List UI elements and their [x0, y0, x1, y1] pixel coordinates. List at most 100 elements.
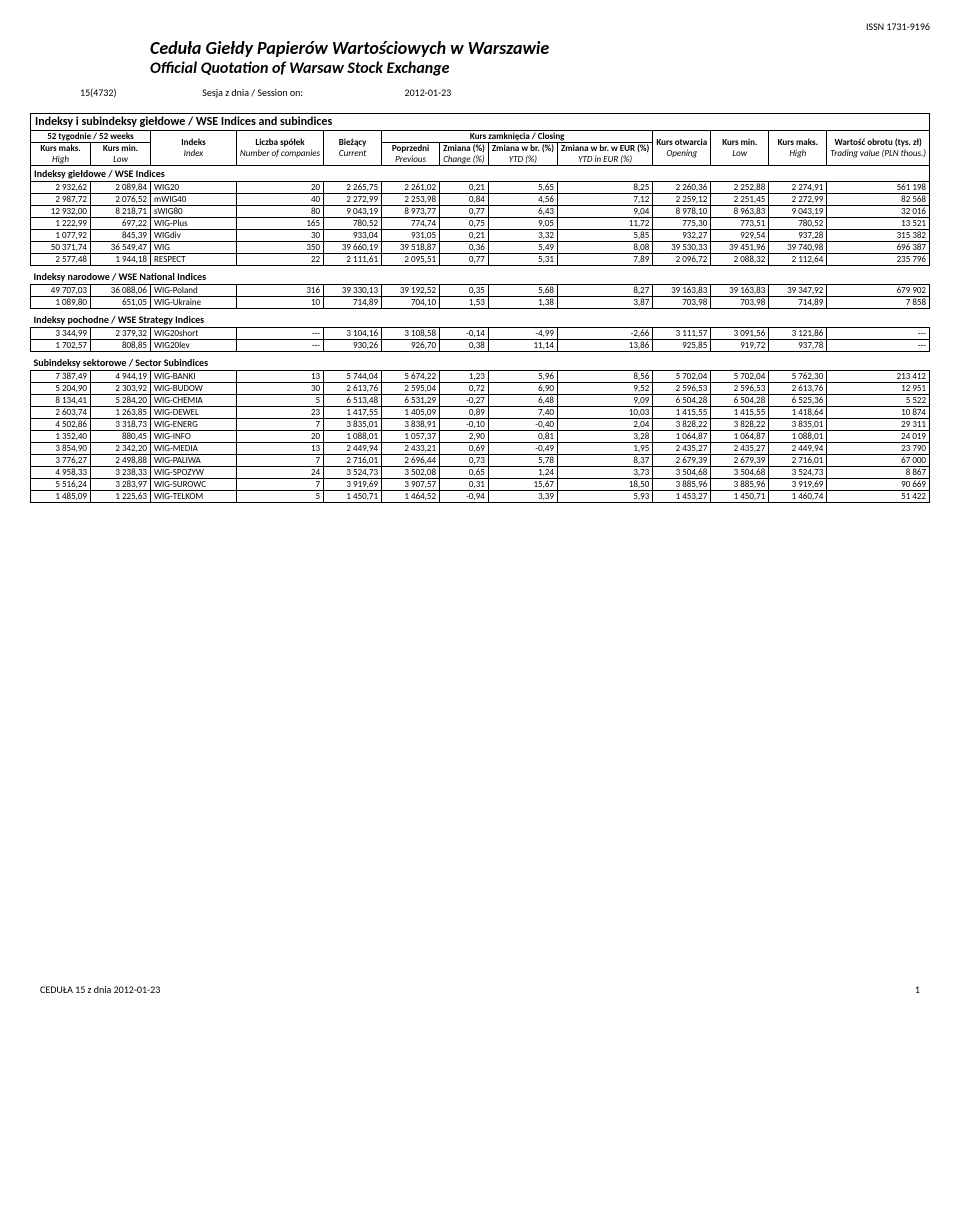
cell: 4,56	[488, 194, 557, 206]
session-number: 15(4732)	[80, 86, 200, 99]
cell: 2 577,48	[31, 254, 91, 266]
cell: 8 973,77	[382, 206, 440, 218]
table-row: 5 204,902 303,92WIG-BUDOW302 613,762 595…	[31, 383, 930, 395]
cell: 5 674,22	[382, 371, 440, 383]
cell: WIG-Plus	[151, 218, 237, 230]
cell: 3 919,69	[324, 479, 382, 491]
cell: 2 265,75	[324, 182, 382, 194]
cell: 6 525,36	[769, 395, 827, 407]
cell: WIG	[151, 242, 237, 254]
cell: -4,99	[488, 328, 557, 340]
cell: 773,51	[711, 218, 769, 230]
cell: 5 204,90	[31, 383, 91, 395]
cell: WIG-BANKI	[151, 371, 237, 383]
cell: 3 344,99	[31, 328, 91, 340]
table-row: 3 854,902 342,20WIG-MEDIA132 449,942 433…	[31, 443, 930, 455]
cell: 9,05	[488, 218, 557, 230]
hdr-ytde-en: YTD in EUR (%)	[561, 154, 649, 165]
cell: 2 613,76	[324, 383, 382, 395]
cell: 1 453,27	[653, 491, 711, 503]
cell: 39 163,83	[711, 285, 769, 297]
cell: 8 134,41	[31, 395, 91, 407]
cell: 9,52	[558, 383, 653, 395]
table-row: 4 958,333 238,33WIG-SPOZYW243 524,733 50…	[31, 467, 930, 479]
cell: 3 524,73	[324, 467, 382, 479]
cell: WIG-Poland	[151, 285, 237, 297]
cell: 29 311	[827, 419, 930, 431]
cell: 5,96	[488, 371, 557, 383]
cell: 315 382	[827, 230, 930, 242]
cell: -0,14	[440, 328, 489, 340]
cell: WIG-BUDOW	[151, 383, 237, 395]
subsection-title: Subindeksy sektorowe / Sector Subindices	[31, 352, 930, 371]
cell: WIG-MEDIA	[151, 443, 237, 455]
cell: 11,72	[558, 218, 653, 230]
cell: 5 762,30	[769, 371, 827, 383]
main-section-title: Indeksy i subindeksy giełdowe / WSE Indi…	[30, 113, 930, 130]
cell: -0,49	[488, 443, 557, 455]
cell: 780,52	[769, 218, 827, 230]
table-row: 12 932,008 218,71sWIG80809 043,198 973,7…	[31, 206, 930, 218]
table-row: 1 485,091 225,63WIG-TELKOM51 450,711 464…	[31, 491, 930, 503]
cell: 8 963,83	[711, 206, 769, 218]
cell: 3 283,97	[91, 479, 151, 491]
hdr-low-pl: Kurs min.	[94, 143, 147, 154]
cell: 0,31	[440, 479, 489, 491]
cell: 697,22	[91, 218, 151, 230]
cell: 1 352,40	[31, 431, 91, 443]
cell: 39 530,33	[653, 242, 711, 254]
cell: 2 435,27	[653, 443, 711, 455]
cell: 925,85	[653, 340, 711, 352]
cell: 0,35	[440, 285, 489, 297]
cell: 2,90	[440, 431, 489, 443]
cell: 2 679,39	[711, 455, 769, 467]
cell: ---	[236, 328, 323, 340]
cell: 703,98	[653, 297, 711, 309]
cell: 50 371,74	[31, 242, 91, 254]
title-en: Official Quotation of Warsaw Stock Excha…	[150, 59, 930, 78]
cell: 808,85	[91, 340, 151, 352]
cell: 3 524,73	[769, 467, 827, 479]
cell: 5 744,04	[324, 371, 382, 383]
cell: 2 260,36	[653, 182, 711, 194]
cell: -0,10	[440, 419, 489, 431]
cell: 4 958,33	[31, 467, 91, 479]
cell: -0,94	[440, 491, 489, 503]
cell: 1 263,85	[91, 407, 151, 419]
cell: 0,38	[440, 340, 489, 352]
cell: 937,78	[769, 340, 827, 352]
cell: 2 342,20	[91, 443, 151, 455]
hdr-index-en: Index	[154, 148, 233, 159]
cell: sWIG80	[151, 206, 237, 218]
cell: 2 379,32	[91, 328, 151, 340]
cell: 2 449,94	[324, 443, 382, 455]
cell: 0,69	[440, 443, 489, 455]
session-info: 15(4732) Sesja z dnia / Session on: 2012…	[30, 86, 930, 99]
table-row: 4 502,863 318,73WIG-ENERG73 835,013 838,…	[31, 419, 930, 431]
cell: 23	[236, 407, 323, 419]
cell: 24	[236, 467, 323, 479]
cell: 931,05	[382, 230, 440, 242]
cell: 2 603,74	[31, 407, 91, 419]
hdr-high-pl: Kurs maks.	[34, 143, 87, 154]
table-row: 1 222,99697,22WIG-Plus165780,52774,740,7…	[31, 218, 930, 230]
table-row: 1 702,57808,85WIG20lev---930,26926,700,3…	[31, 340, 930, 352]
cell: 932,27	[653, 230, 711, 242]
cell: 714,89	[769, 297, 827, 309]
cell: 1 460,74	[769, 491, 827, 503]
cell: 165	[236, 218, 323, 230]
hdr-low-en: Low	[94, 154, 147, 165]
cell: 5,93	[558, 491, 653, 503]
hdr-khigh-en: High	[772, 148, 823, 159]
hdr-val-pl: Wartość obrotu (tys. zł)	[830, 137, 926, 148]
footer-left: CEDUŁA 15 z dnia 2012-01-23	[40, 983, 160, 996]
subsection-title: Indeksy pochodne / WSE Strategy Indices	[31, 309, 930, 328]
cell: 3 854,90	[31, 443, 91, 455]
cell: 1 944,18	[91, 254, 151, 266]
cell: 30	[236, 383, 323, 395]
cell: 5 284,20	[91, 395, 151, 407]
cell: 1,38	[488, 297, 557, 309]
cell: ---	[827, 328, 930, 340]
cell: 235 796	[827, 254, 930, 266]
cell: 2 987,72	[31, 194, 91, 206]
